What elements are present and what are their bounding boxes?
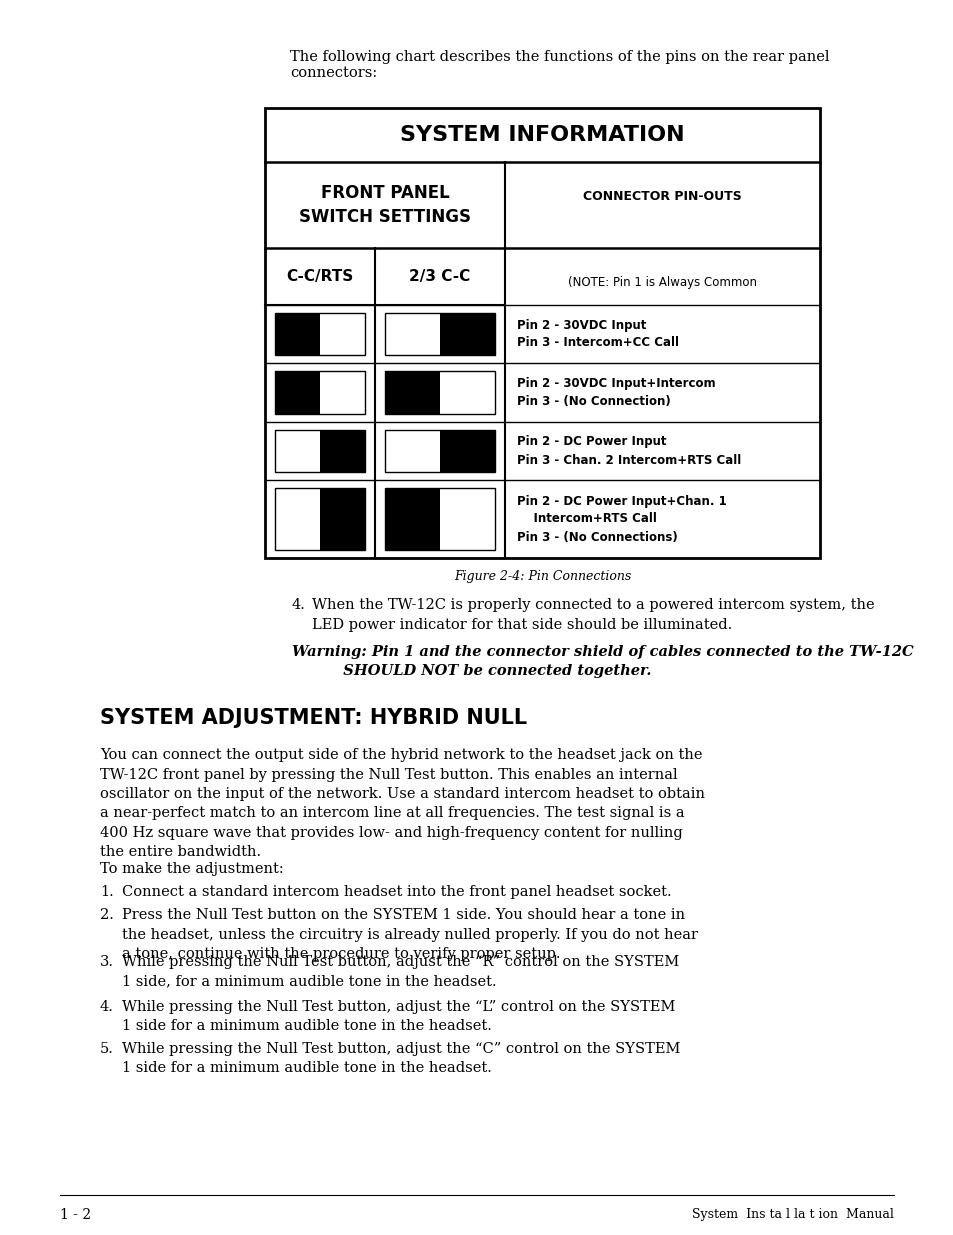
Text: 1 - 2: 1 - 2 — [60, 1208, 91, 1221]
Text: While pressing the Null Test button, adjust the “C” control on the SYSTEM
1 side: While pressing the Null Test button, adj… — [122, 1042, 679, 1076]
Text: 4.: 4. — [292, 598, 306, 613]
Text: When the TW-12C is properly connected to a powered intercom system, the
LED powe: When the TW-12C is properly connected to… — [312, 598, 874, 631]
Text: Press the Null Test button on the SYSTEM 1 side. You should hear a tone in
the h: Press the Null Test button on the SYSTEM… — [122, 908, 698, 961]
Bar — [274, 488, 365, 550]
Bar — [439, 430, 495, 472]
Text: 2/3 C-C: 2/3 C-C — [409, 269, 470, 284]
Text: SYSTEM ADJUSTMENT: HYBRID NULL: SYSTEM ADJUSTMENT: HYBRID NULL — [100, 708, 527, 727]
Text: C-C/RTS: C-C/RTS — [286, 269, 354, 284]
Text: Connect a standard intercom headset into the front panel headset socket.: Connect a standard intercom headset into… — [122, 885, 671, 899]
Bar — [274, 488, 365, 550]
Text: Pin 2 - DC Power Input+Chan. 1
    Intercom+RTS Call
Pin 3 - (No Connections): Pin 2 - DC Power Input+Chan. 1 Intercom+… — [517, 494, 726, 543]
Bar — [319, 370, 365, 414]
Text: 5.: 5. — [100, 1042, 113, 1056]
Bar — [274, 430, 365, 472]
Text: 1.: 1. — [100, 885, 113, 899]
Bar — [385, 370, 495, 414]
Bar — [385, 312, 439, 354]
Bar — [274, 370, 365, 414]
Bar — [439, 370, 495, 414]
Bar — [319, 430, 365, 472]
Bar — [274, 312, 319, 354]
Bar — [439, 488, 495, 550]
Text: 4.: 4. — [100, 1000, 113, 1014]
Text: Warning: Pin 1 and the connector shield of cables connected to the TW-12C
      : Warning: Pin 1 and the connector shield … — [292, 645, 913, 678]
Text: Pin 2 - 30VDC Input
Pin 3 - Intercom+CC Call: Pin 2 - 30VDC Input Pin 3 - Intercom+CC … — [517, 319, 679, 350]
Bar — [274, 312, 365, 354]
Text: To make the adjustment:: To make the adjustment: — [100, 862, 283, 876]
Text: The following chart describes the functions of the pins on the rear panel
connec: The following chart describes the functi… — [290, 49, 828, 80]
Bar — [319, 312, 365, 354]
Text: 3.: 3. — [100, 955, 113, 969]
Text: Pin 2 - 30VDC Input+Intercom
Pin 3 - (No Connection): Pin 2 - 30VDC Input+Intercom Pin 3 - (No… — [517, 377, 715, 408]
Bar — [385, 430, 495, 472]
Text: While pressing the Null Test button, adjust the “L” control on the SYSTEM
1 side: While pressing the Null Test button, adj… — [122, 1000, 675, 1034]
Bar — [274, 370, 319, 414]
Bar — [385, 312, 495, 354]
Text: (NOTE: Pin 1 is Always Common: (NOTE: Pin 1 is Always Common — [567, 275, 757, 289]
Bar — [274, 430, 319, 472]
Bar — [439, 312, 495, 354]
Text: Figure 2-4: Pin Connections: Figure 2-4: Pin Connections — [454, 571, 631, 583]
Text: While pressing the Null Test button, adjust the “R” control on the SYSTEM
1 side: While pressing the Null Test button, adj… — [122, 955, 679, 988]
Bar — [385, 370, 495, 414]
Bar — [319, 488, 365, 550]
Text: SYSTEM INFORMATION: SYSTEM INFORMATION — [399, 125, 684, 144]
Text: FRONT PANEL: FRONT PANEL — [320, 184, 449, 203]
Text: SWITCH SETTINGS: SWITCH SETTINGS — [298, 207, 471, 226]
Bar — [265, 107, 820, 558]
Text: CONNECTOR PIN-OUTS: CONNECTOR PIN-OUTS — [582, 190, 741, 204]
Bar — [274, 488, 319, 550]
Bar — [385, 488, 495, 550]
Text: System  Ins ta l la t ion  Manual: System Ins ta l la t ion Manual — [691, 1208, 893, 1221]
Text: You can connect the output side of the hybrid network to the headset jack on the: You can connect the output side of the h… — [100, 748, 704, 860]
Bar — [274, 370, 365, 414]
Bar — [274, 312, 365, 354]
Bar — [385, 488, 495, 550]
Bar — [385, 430, 495, 472]
Bar — [385, 312, 495, 354]
Bar — [385, 430, 439, 472]
Bar — [385, 370, 439, 414]
Text: Pin 2 - DC Power Input
Pin 3 - Chan. 2 Intercom+RTS Call: Pin 2 - DC Power Input Pin 3 - Chan. 2 I… — [517, 436, 740, 467]
Bar — [274, 430, 365, 472]
Text: 2.: 2. — [100, 908, 113, 923]
Bar — [385, 488, 439, 550]
